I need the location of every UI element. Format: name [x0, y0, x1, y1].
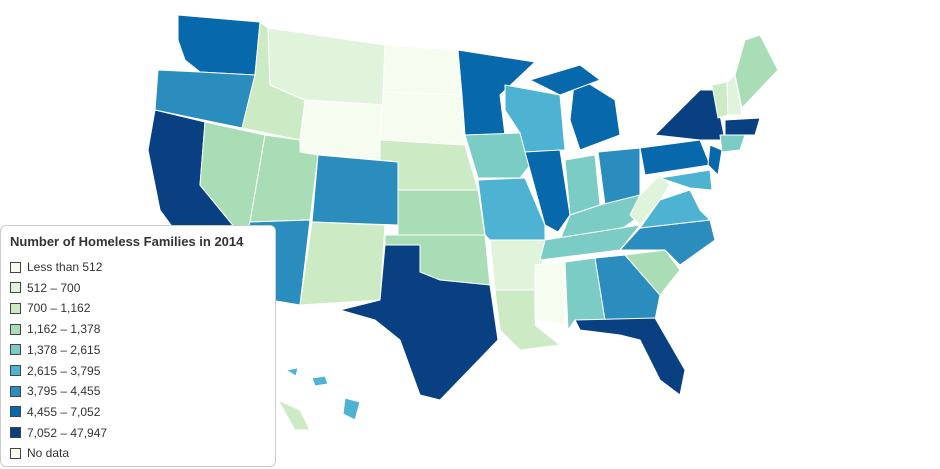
state[interactable] [464, 132, 531, 179]
state[interactable] [397, 189, 486, 236]
legend-item[interactable]: 3,795 – 4,455 [10, 384, 100, 398]
legend-swatch [10, 302, 21, 314]
legend-swatch [10, 261, 21, 273]
state[interactable] [574, 317, 686, 396]
state[interactable] [629, 174, 671, 226]
state[interactable] [639, 139, 711, 176]
legend-item[interactable]: 7,052 – 47,947 [10, 426, 107, 440]
state[interactable] [299, 221, 386, 306]
legend-label: 512 – 700 [27, 280, 81, 295]
legend-item[interactable]: No data [10, 446, 69, 460]
legend-label: 7,052 – 47,947 [27, 425, 108, 440]
state[interactable] [534, 261, 566, 326]
state[interactable] [594, 254, 661, 321]
legend-item[interactable]: 700 – 1,162 [10, 301, 90, 315]
state[interactable] [734, 34, 779, 109]
legend-label: Less than 512 [27, 260, 103, 274]
state[interactable] [659, 169, 713, 191]
state[interactable] [529, 64, 601, 96]
state[interactable] [339, 244, 499, 401]
legend-swatch [10, 344, 21, 356]
state[interactable] [724, 117, 761, 136]
legend-swatch [10, 365, 21, 376]
legend-swatch [10, 406, 21, 418]
legend-item[interactable]: 1,162 – 1,378 [10, 322, 100, 336]
state[interactable] [285, 367, 299, 377]
legend-swatch [10, 282, 21, 294]
state[interactable] [382, 44, 463, 96]
legend-label: 2,615 – 3,795 [27, 363, 101, 378]
legend-item[interactable]: 4,455 – 7,052 [10, 405, 100, 419]
state[interactable] [342, 397, 361, 421]
state[interactable] [379, 91, 466, 146]
state[interactable] [277, 399, 311, 431]
legend-item[interactable]: 2,615 – 3,795 [10, 364, 100, 378]
state[interactable] [311, 375, 329, 387]
state[interactable] [726, 74, 743, 116]
legend-swatch [10, 323, 21, 335]
state[interactable] [299, 99, 384, 161]
state[interactable] [719, 134, 746, 153]
legend-item[interactable]: Less than 512 [10, 260, 102, 274]
legend-label: 3,795 – 4,455 [27, 384, 101, 399]
legend-item[interactable]: 1,378 – 2,615 [10, 343, 100, 357]
state[interactable] [707, 144, 723, 176]
state[interactable] [177, 14, 261, 76]
state[interactable] [311, 154, 399, 226]
state[interactable] [569, 74, 621, 151]
state[interactable] [524, 149, 571, 233]
state[interactable] [564, 154, 601, 216]
legend-swatch [10, 427, 21, 439]
legend-label: 4,455 – 7,052 [27, 404, 101, 419]
legend-swatch [10, 447, 21, 459]
legend-label: 1,378 – 2,615 [27, 342, 101, 357]
legend-title: Number of Homeless Families in 2014 [10, 234, 244, 249]
legend-item[interactable]: 512 – 700 [10, 281, 80, 295]
legend-label: No data [27, 446, 70, 461]
legend-swatch [10, 385, 21, 397]
legend-label: 1,162 – 1,378 [27, 322, 101, 337]
legend: Number of Homeless Families in 2014 Less… [0, 225, 276, 467]
state[interactable] [624, 249, 681, 296]
legend-label: 700 – 1,162 [27, 301, 91, 316]
